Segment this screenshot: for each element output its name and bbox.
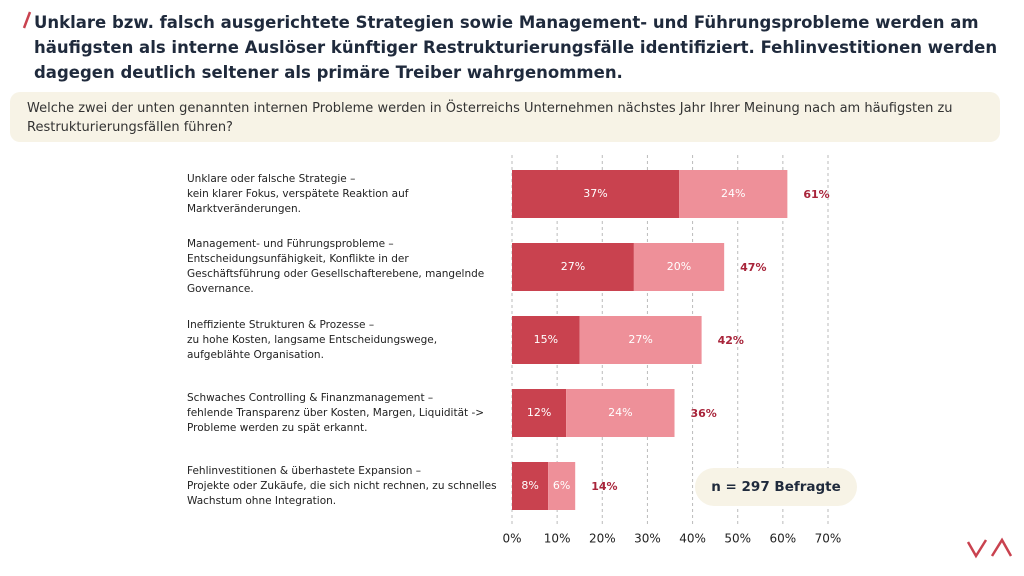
total-label: 61% (803, 188, 829, 201)
total-label: 42% (718, 334, 744, 347)
category-detail: Projekte oder Zukäufe, die sich nicht re… (187, 479, 497, 507)
value-label: 20% (667, 260, 691, 273)
category-detail: fehlende Transparenz über Kosten, Margen… (187, 406, 485, 434)
sample-note: n = 297 Befragte (695, 468, 857, 506)
x-tick-label: 70% (815, 532, 842, 546)
bar-segment (579, 316, 702, 364)
value-label: 6% (553, 479, 570, 492)
x-tick-label: 60% (770, 532, 797, 546)
bar-segment (512, 462, 549, 510)
value-label: 27% (561, 260, 585, 273)
category-name: Unklare oder falsche Strategie – (187, 172, 356, 185)
category-detail: kein klarer Fokus, verspätete Reaktion a… (187, 187, 409, 215)
value-label: 27% (628, 333, 652, 346)
category-name: Fehlinvestitionen & überhastete Expansio… (187, 464, 421, 477)
category-label: Unklare oder falsche Strategie – kein kla… (187, 172, 499, 217)
category-label: Management- und Führungsprobleme – Entsch… (187, 237, 499, 297)
category-name: Management- und Führungsprobleme – (187, 238, 394, 250)
total-label: 47% (740, 261, 766, 274)
bar-segment (512, 316, 580, 364)
title: Unklare bzw. falsch ausgerichtete Strate… (34, 13, 998, 82)
value-label: 24% (608, 406, 632, 419)
value-label: 12% (527, 406, 551, 419)
bar-segment (548, 462, 576, 510)
value-label: 15% (534, 333, 558, 346)
x-tick-label: 0% (502, 532, 521, 546)
category-label: Ineffiziente Strukturen & Prozesse – zu h… (187, 318, 499, 363)
value-label: 37% (583, 187, 607, 200)
bar-segment (512, 243, 634, 291)
x-tick-label: 20% (589, 532, 616, 546)
x-tick-label: 30% (634, 532, 661, 546)
category-name: Ineffiziente Strukturen & Prozesse – (187, 318, 375, 331)
value-label: 8% (521, 479, 538, 492)
x-tick-label: 50% (724, 532, 751, 546)
value-label: 24% (721, 187, 745, 200)
category-detail: zu hohe Kosten, langsame Entscheidungswe… (187, 333, 438, 361)
bar-segment (566, 389, 675, 437)
x-tick-label: 40% (679, 532, 706, 546)
total-label: 36% (691, 407, 717, 420)
question-box (10, 92, 1000, 142)
bar-segment (633, 243, 725, 291)
bar-segment (512, 389, 567, 437)
question: Welche zwei der unten genannten internen… (27, 101, 953, 135)
total-label: 14% (591, 480, 617, 493)
logo (966, 537, 1013, 559)
category-label: Schwaches Controlling & Finanzmanagement… (187, 391, 499, 436)
category-label: Fehlinvestitionen & überhastete Expansio… (187, 464, 499, 509)
bar-segment (679, 170, 788, 218)
x-tick-label: 10% (544, 532, 571, 546)
category-name: Schwaches Controlling & Finanzmanagement… (187, 391, 434, 404)
title-slash (22, 11, 32, 29)
category-detail: Entscheidungsunfähigkeit, Konflikte in d… (187, 253, 485, 295)
bar-segment (512, 170, 680, 218)
